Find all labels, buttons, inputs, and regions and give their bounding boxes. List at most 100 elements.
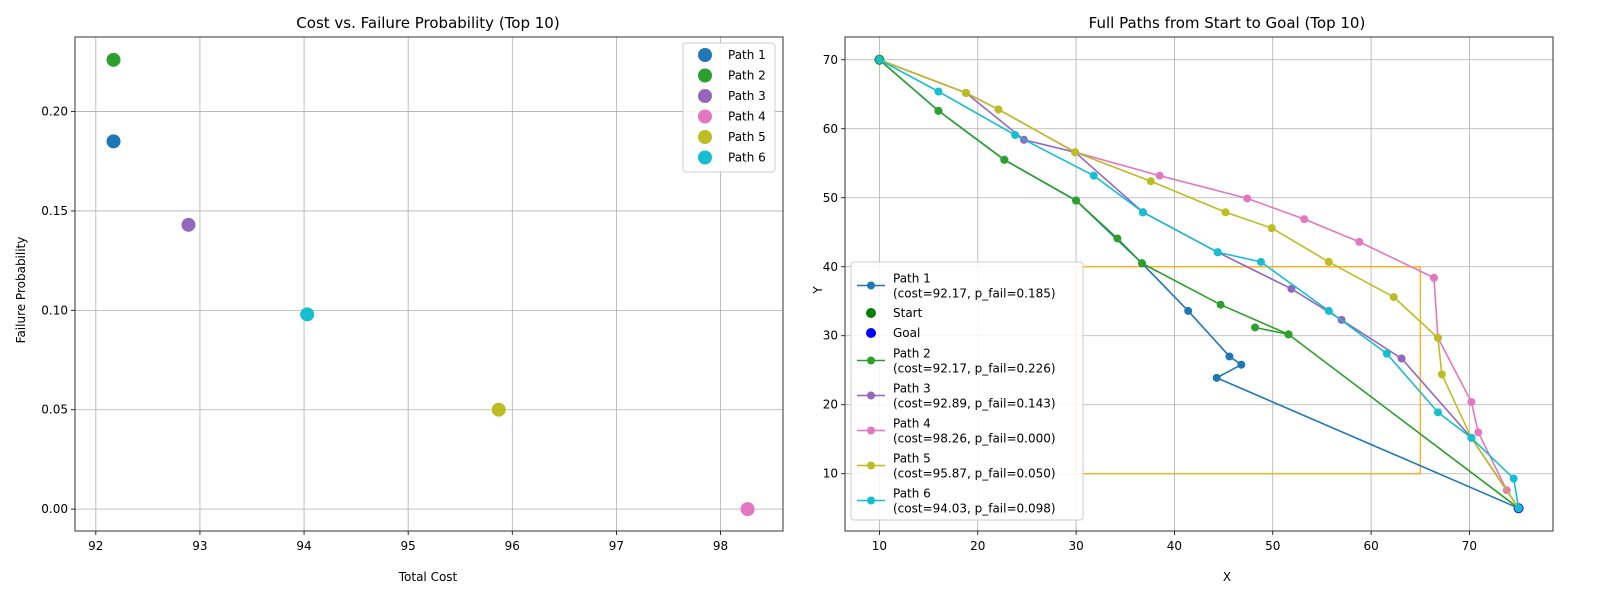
path-point [1509,474,1518,483]
right-y-tick-label: 30 [823,329,838,343]
path-point [1514,504,1523,513]
legend-label-detail: (cost=94.03, p_fail=0.098) [893,502,1056,516]
path-point [934,87,943,96]
path-point [1113,234,1122,243]
path-point [1089,171,1098,180]
path-point [1287,284,1296,293]
left-y-tick-label: 0.15 [41,204,68,218]
legend-marker [698,109,712,124]
scatter-point [106,52,121,67]
scatter-point [491,402,506,417]
right-y-tick-label: 10 [823,467,838,481]
left-grid [75,37,783,531]
path-point [1324,306,1333,315]
path-point [1467,433,1476,442]
path-point [1474,428,1483,437]
right-y-tick-label: 50 [823,191,838,205]
legend-box [850,261,1084,521]
left-x-tick-label: 97 [609,539,624,553]
legend-label: Path 6 [893,487,931,501]
legend-label: Path 6 [728,151,766,165]
right-y-tick-label: 70 [823,53,838,67]
path-point [1389,293,1398,302]
scatter-point [106,134,121,149]
legend-label: Path 3 [728,89,766,103]
left-x-tick-label: 95 [401,539,416,553]
left-points [106,52,755,517]
path-point [994,105,1003,114]
path-point [1382,349,1391,358]
left-x-axis-label: Total Cost [398,570,458,584]
right-y-axis-label: Y [811,286,825,295]
path-point [875,55,884,64]
path-point [1467,397,1476,406]
left-y-tick-label: 0.10 [41,303,68,317]
left-x-tick-label: 98 [713,539,728,553]
path-point [1216,300,1225,309]
path-point [1433,408,1442,417]
path-point [1430,273,1439,282]
scatter-chart: Cost vs. Failure Probability (Top 10) To… [14,14,784,584]
legend-marker [698,89,712,103]
path-point [1437,370,1446,379]
right-chart-title: Full Paths from Start to Goal (Top 10) [1089,14,1366,32]
path-series [875,55,1523,513]
legend-marker [867,281,875,290]
path-point [1212,373,1221,382]
right-x-tick-label: 70 [1462,539,1477,553]
legend-label-detail: (cost=92.89, p_fail=0.143) [893,397,1056,411]
legend-label-detail: (cost=92.17, p_fail=0.226) [893,362,1056,376]
path-point [934,106,943,115]
path-point [1355,237,1364,246]
path-point [1071,148,1080,157]
legend-marker [867,391,875,400]
path-point [1213,248,1222,257]
legend-label-detail: (cost=95.87, p_fail=0.050) [893,467,1056,481]
legend-label: Path 3 [893,382,931,396]
path-point [1000,155,1009,164]
legend-label-detail: (cost=92.17, p_fail=0.185) [893,287,1056,301]
right-x-tick-label: 30 [1068,539,1083,553]
legend-label: Path 4 [728,110,766,124]
path-chart: Full Paths from Start to Goal (Top 10) X… [811,14,1554,584]
path-point [1243,194,1252,203]
right-y-tick-label: 40 [823,260,838,274]
path-point [1251,323,1260,332]
path-point [1267,224,1276,233]
path-point [1221,208,1230,217]
left-x-tick-label: 94 [296,539,311,553]
right-x-axis-label: X [1223,570,1231,584]
legend-label-detail: (cost=98.26, p_fail=0.000) [893,432,1056,446]
right-x-tick-label: 60 [1363,539,1378,553]
path-point [1324,257,1333,266]
right-legend: Path 1(cost=92.17, p_fail=0.185) Start Goa… [850,261,1084,521]
left-y-tick-label: 0.00 [41,502,68,516]
left-x-tick-label: 93 [192,539,207,553]
path-point [1072,196,1081,205]
path-point [1256,257,1265,266]
legend-label: Path 5 [728,130,766,144]
legend-marker [698,48,712,62]
path-point [1137,259,1146,268]
left-legend: Path 1 Path 2 Path 3 Path 4 Path 5 Path 6 [682,42,776,173]
left-chart-title: Cost vs. Failure Probability (Top 10) [296,14,559,32]
legend-marker [866,328,876,338]
right-y-tick-label: 20 [823,398,838,412]
legend-marker [866,308,876,318]
path-point [1397,354,1406,363]
left-x-tick-label: 96 [505,539,520,553]
right-axes-frame [844,36,1554,532]
path-point [1155,171,1164,180]
legend-label: Path 1 [728,48,766,62]
path-point [1146,177,1155,186]
right-x-tick-label: 50 [1265,539,1280,553]
path-point [1184,306,1193,315]
right-x-tick-label: 40 [1167,539,1182,553]
legend-label: Path 1 [893,272,931,286]
legend-label: Path 5 [893,452,931,466]
legend-marker [867,426,875,435]
legend-marker [867,461,875,470]
path-point [1225,352,1234,361]
path-point [1138,208,1147,217]
